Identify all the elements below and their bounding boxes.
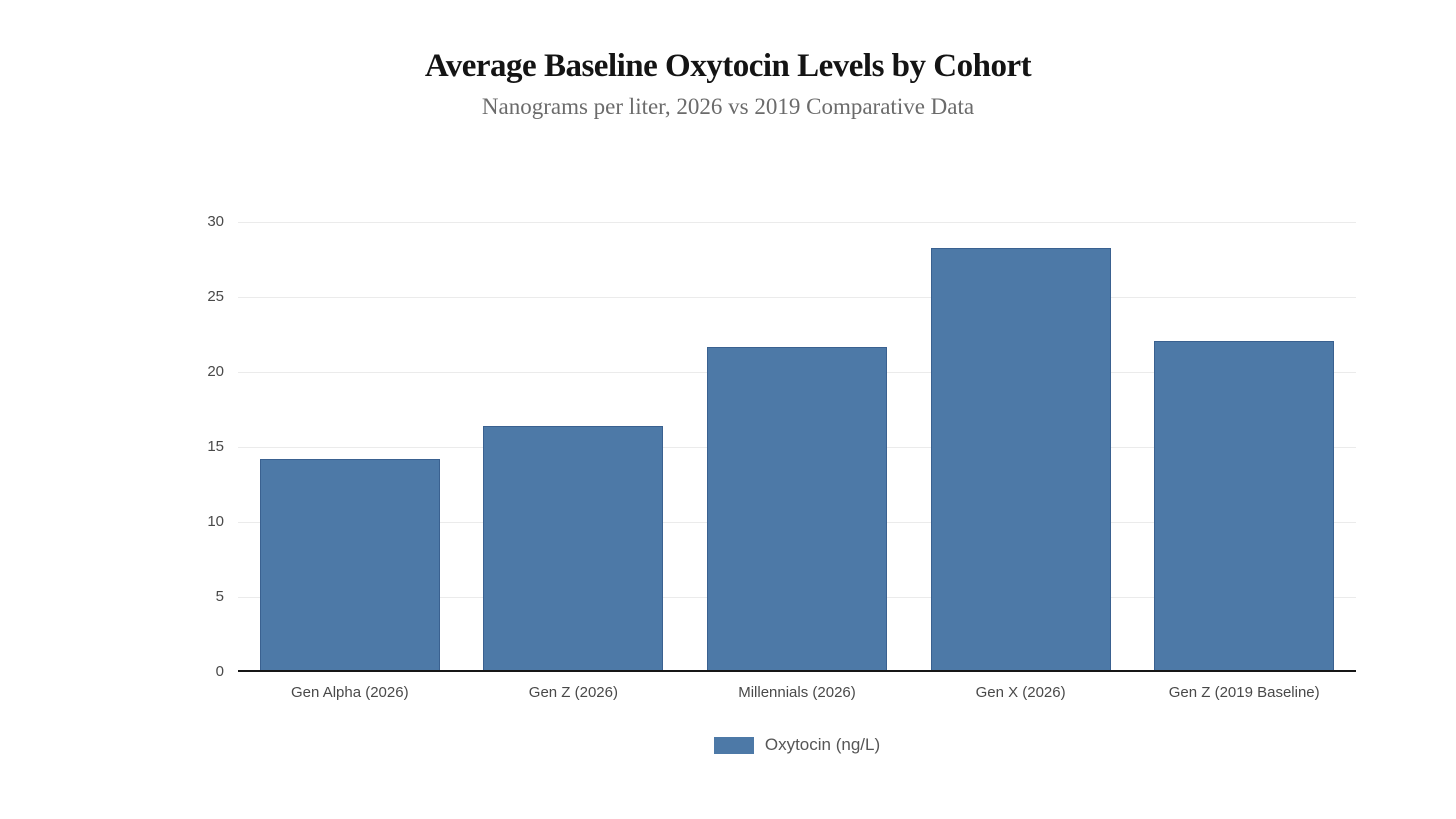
x-axis-category-label: Gen Alpha (2026) bbox=[291, 684, 409, 701]
legend-swatch bbox=[713, 736, 754, 754]
y-axis-tick-label: 15 bbox=[207, 438, 224, 455]
y-axis-tick-label: 0 bbox=[215, 663, 224, 680]
x-axis-category-label: Millennials (2026) bbox=[738, 684, 856, 701]
bar bbox=[483, 426, 664, 672]
bar bbox=[930, 247, 1111, 672]
y-axis-tick-label: 30 bbox=[207, 213, 224, 230]
gridline bbox=[238, 296, 1356, 298]
bar bbox=[259, 459, 440, 672]
legend: Oxytocin (ng/L) bbox=[238, 735, 1356, 755]
y-axis-tick-label: 5 bbox=[215, 588, 224, 605]
y-axis-tick-label: 10 bbox=[207, 513, 224, 530]
legend-label: Oxytocin (ng/L) bbox=[764, 735, 881, 754]
chart-title: Average Baseline Oxytocin Levels by Coho… bbox=[424, 48, 1032, 84]
gridline bbox=[238, 221, 1356, 223]
x-axis-category-label: Gen X (2026) bbox=[975, 684, 1066, 701]
bar bbox=[707, 346, 887, 672]
y-axis-tick-label: 25 bbox=[207, 288, 224, 305]
x-axis-line bbox=[238, 670, 1356, 672]
x-axis-category-label: Gen Z (2019 Baseline) bbox=[1168, 684, 1320, 701]
x-axis-category-label: Gen Z (2026) bbox=[528, 684, 618, 701]
y-axis-tick-label: 20 bbox=[207, 363, 224, 380]
bar bbox=[1154, 340, 1335, 672]
chart-subtitle: Nanograms per liter, 2026 vs 2019 Compar… bbox=[481, 94, 975, 119]
